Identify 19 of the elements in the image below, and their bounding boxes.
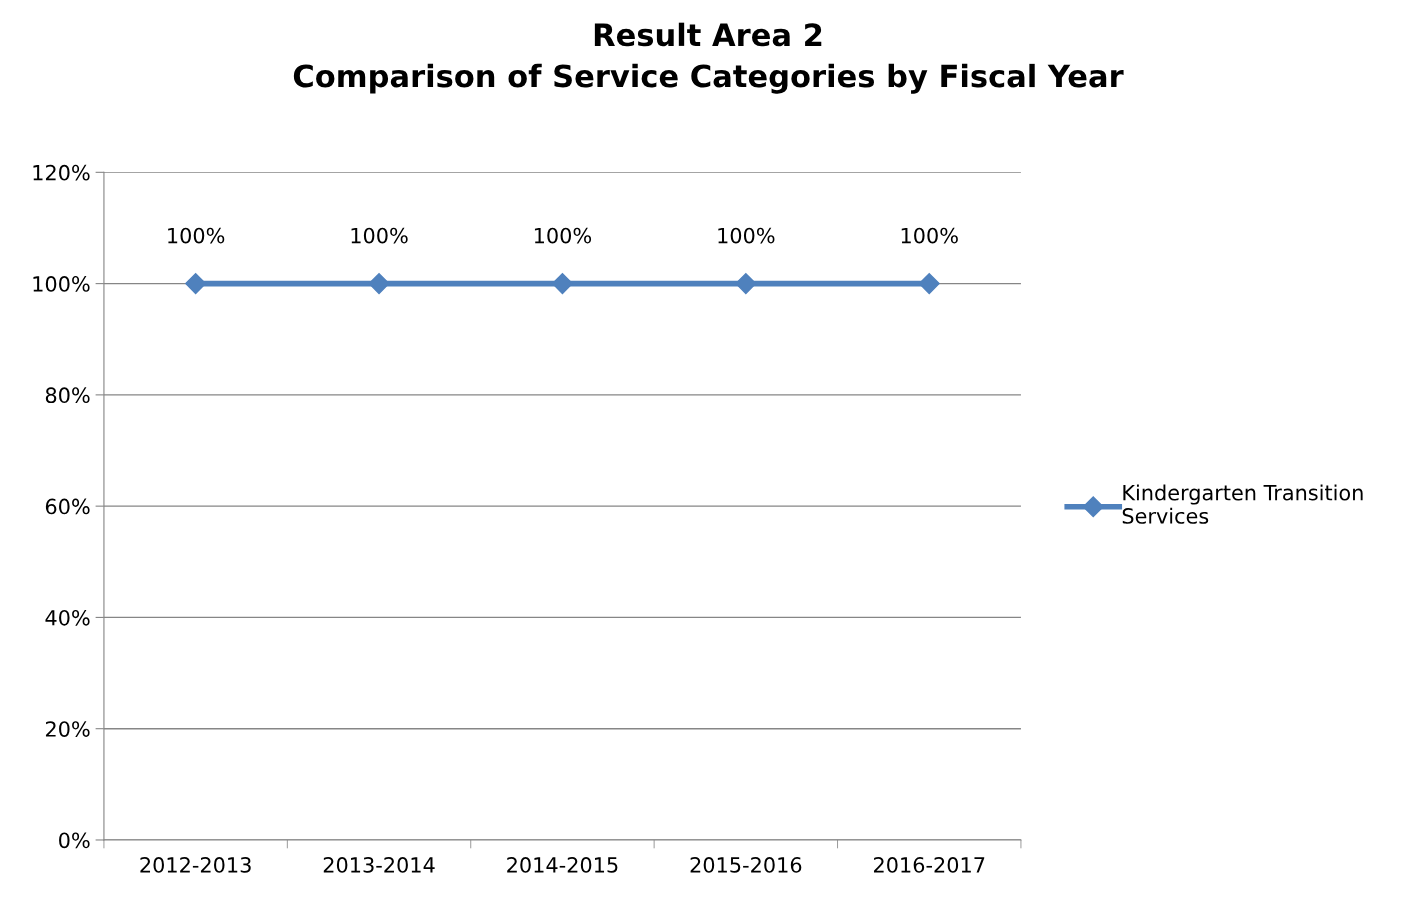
legend-label: Kindergarten Transition Services [1122,484,1363,524]
y-tick-label: 0% [59,832,90,849]
data-label: 100% [718,227,775,244]
data-label: 100% [534,227,592,244]
y-tick-label: 40% [45,609,90,626]
x-tick-label: 2016-2017 [873,857,985,873]
data-label: 100% [901,227,958,244]
x-tick-label: 2014-2015 [507,857,618,873]
y-tick-label: 120% [33,164,90,181]
x-tick-label: 2015-2016 [690,857,802,873]
y-tick-label: 80% [45,387,90,404]
y-tick-label: 100% [33,276,90,292]
data-label: 100% [168,227,225,244]
x-tick-label: 2013-2014 [323,857,435,873]
x-tick-label: 2012-2013 [140,857,251,873]
y-tick-label: 20% [45,721,90,737]
data-label: 100% [351,227,408,244]
y-tick-label: 60% [45,498,90,515]
chart-title: Result Area 2 Comparison of Service Categories by Fiscal Year [293,22,1124,94]
